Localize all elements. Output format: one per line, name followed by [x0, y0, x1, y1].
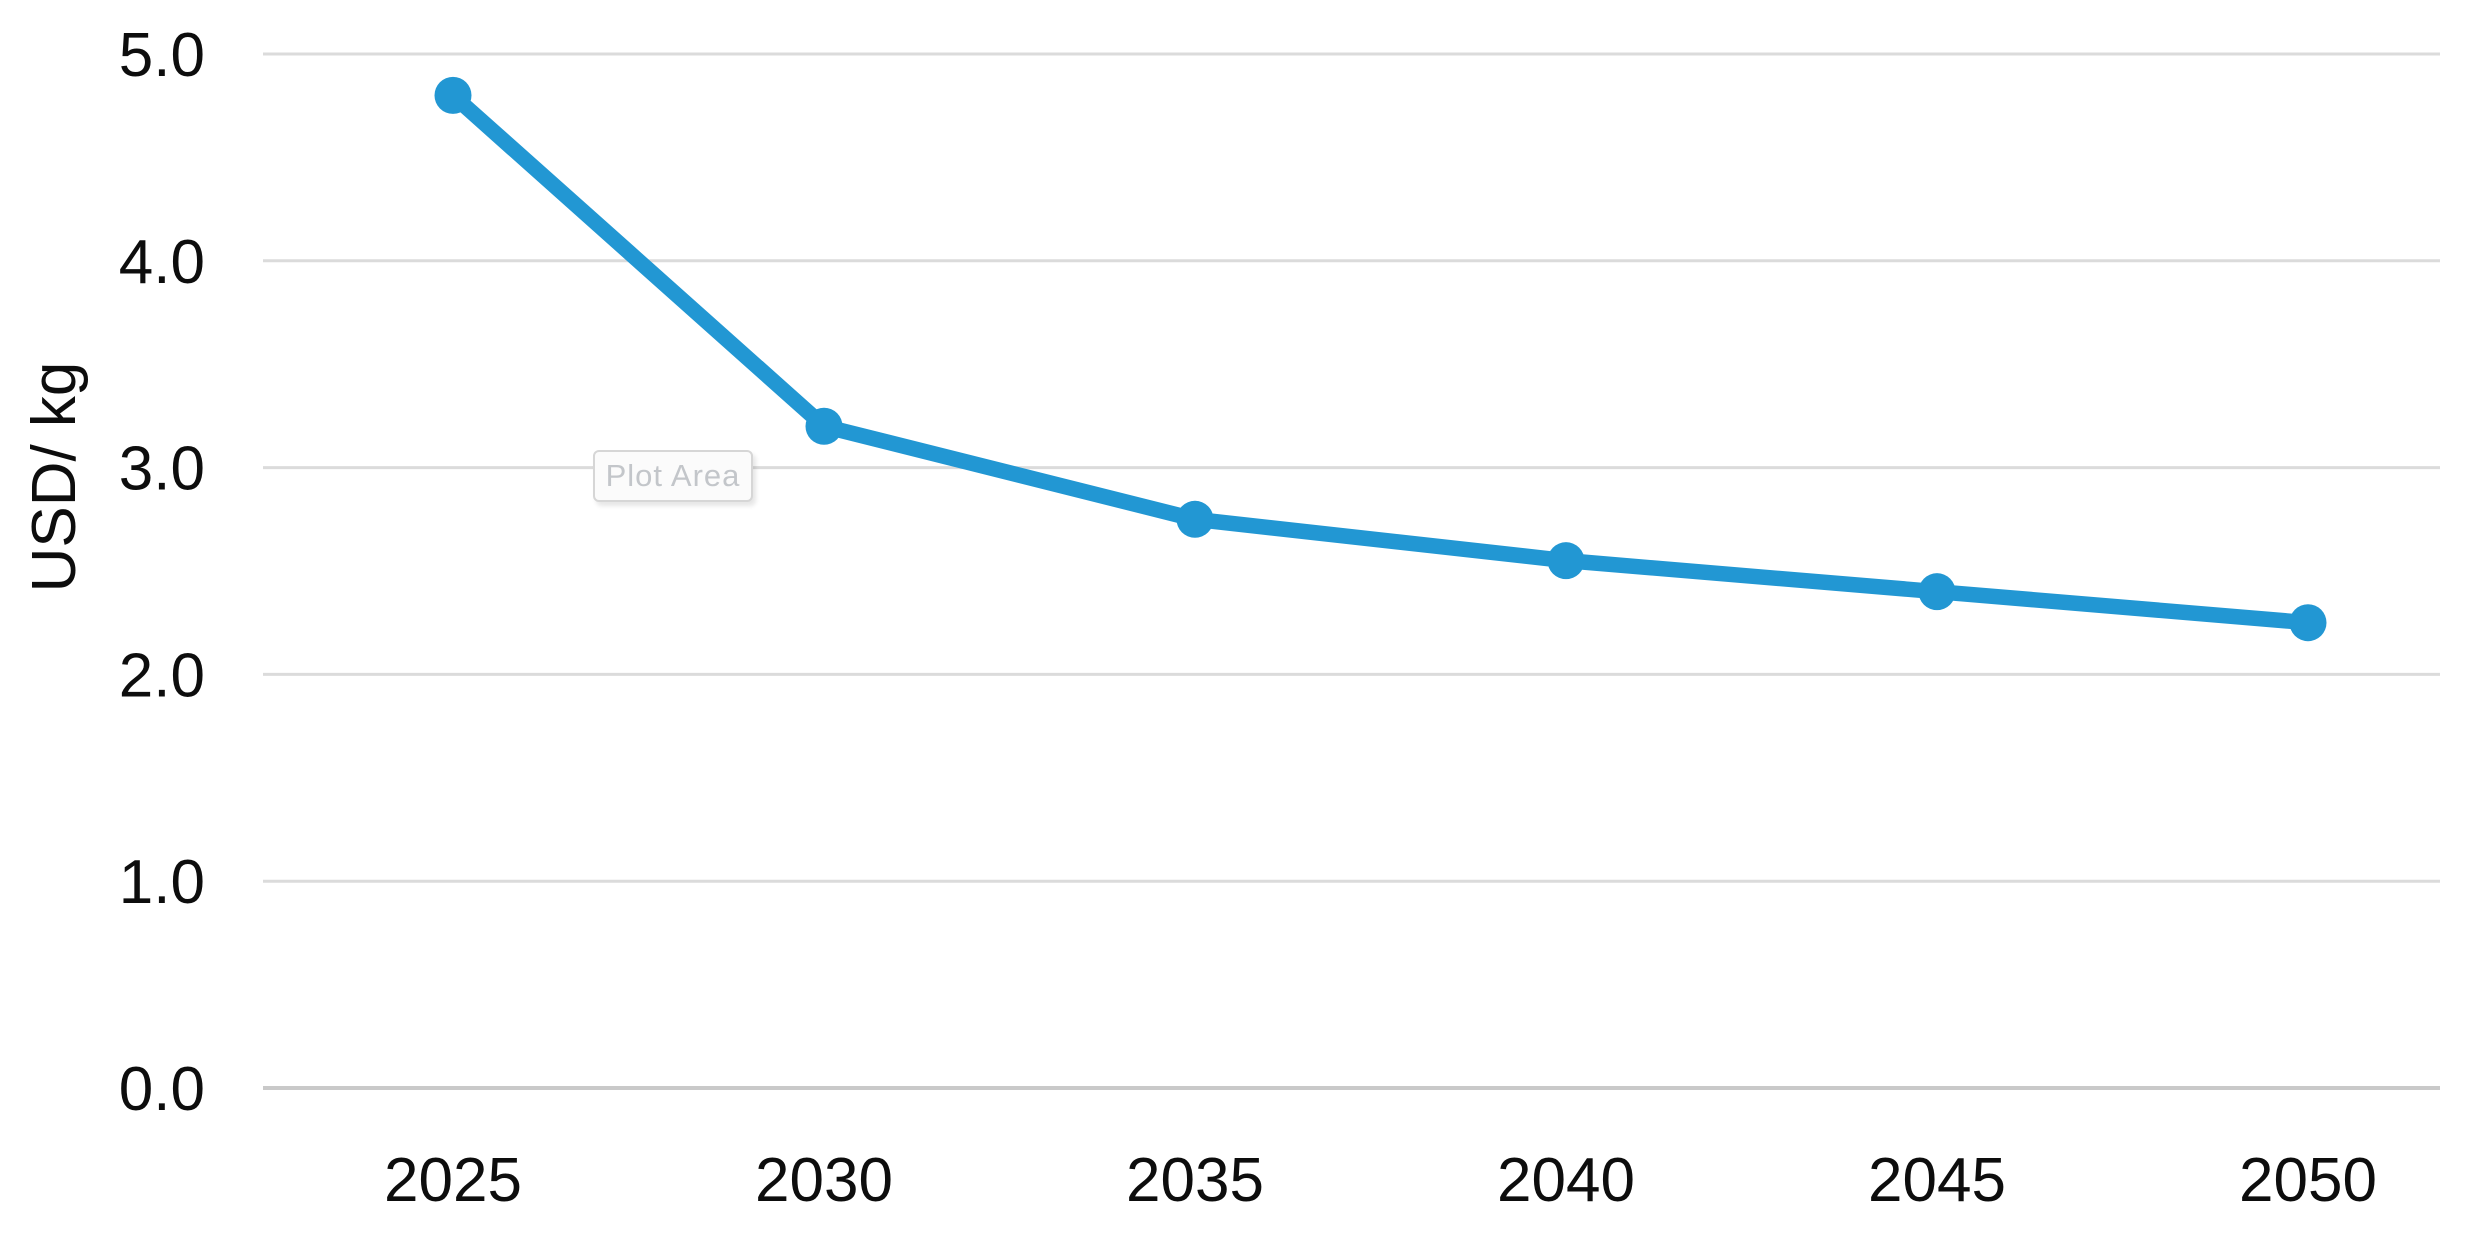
- y-tick-label[interactable]: 3.0: [119, 435, 205, 504]
- plot-area-tooltip-label: Plot Area: [605, 458, 741, 493]
- plot-area-tooltip: Plot Area: [593, 450, 753, 502]
- x-tick-label[interactable]: 2050: [2239, 1146, 2377, 1215]
- y-tick-label[interactable]: 0.0: [119, 1055, 205, 1124]
- x-tick-label[interactable]: 2045: [1868, 1146, 2006, 1215]
- data-point-marker[interactable]: [2289, 604, 2327, 642]
- x-tick-label[interactable]: 2040: [1497, 1146, 1635, 1215]
- y-tick-label[interactable]: 5.0: [119, 21, 205, 90]
- data-point-marker[interactable]: [434, 76, 472, 114]
- x-axis-tick-labels: 2025 2030 2035 2040 2045 2050: [384, 1146, 2377, 1215]
- y-axis-title[interactable]: USD/ kg: [20, 362, 89, 593]
- y-tick-label[interactable]: 4.0: [119, 228, 205, 297]
- y-tick-label[interactable]: 2.0: [119, 641, 205, 710]
- data-point-markers: [434, 76, 2327, 642]
- y-axis-tick-labels: 0.0 1.0 2.0 3.0 4.0 5.0: [119, 21, 205, 1124]
- series-line[interactable]: [445, 87, 2316, 631]
- data-point-marker[interactable]: [1918, 573, 1956, 611]
- x-tick-label[interactable]: 2030: [755, 1146, 893, 1215]
- data-point-marker[interactable]: [1547, 542, 1585, 580]
- data-point-marker[interactable]: [805, 407, 843, 445]
- x-tick-label[interactable]: 2025: [384, 1146, 522, 1215]
- y-tick-label[interactable]: 1.0: [119, 848, 205, 917]
- data-point-marker[interactable]: [1176, 500, 1214, 538]
- x-tick-label[interactable]: 2035: [1126, 1146, 1264, 1215]
